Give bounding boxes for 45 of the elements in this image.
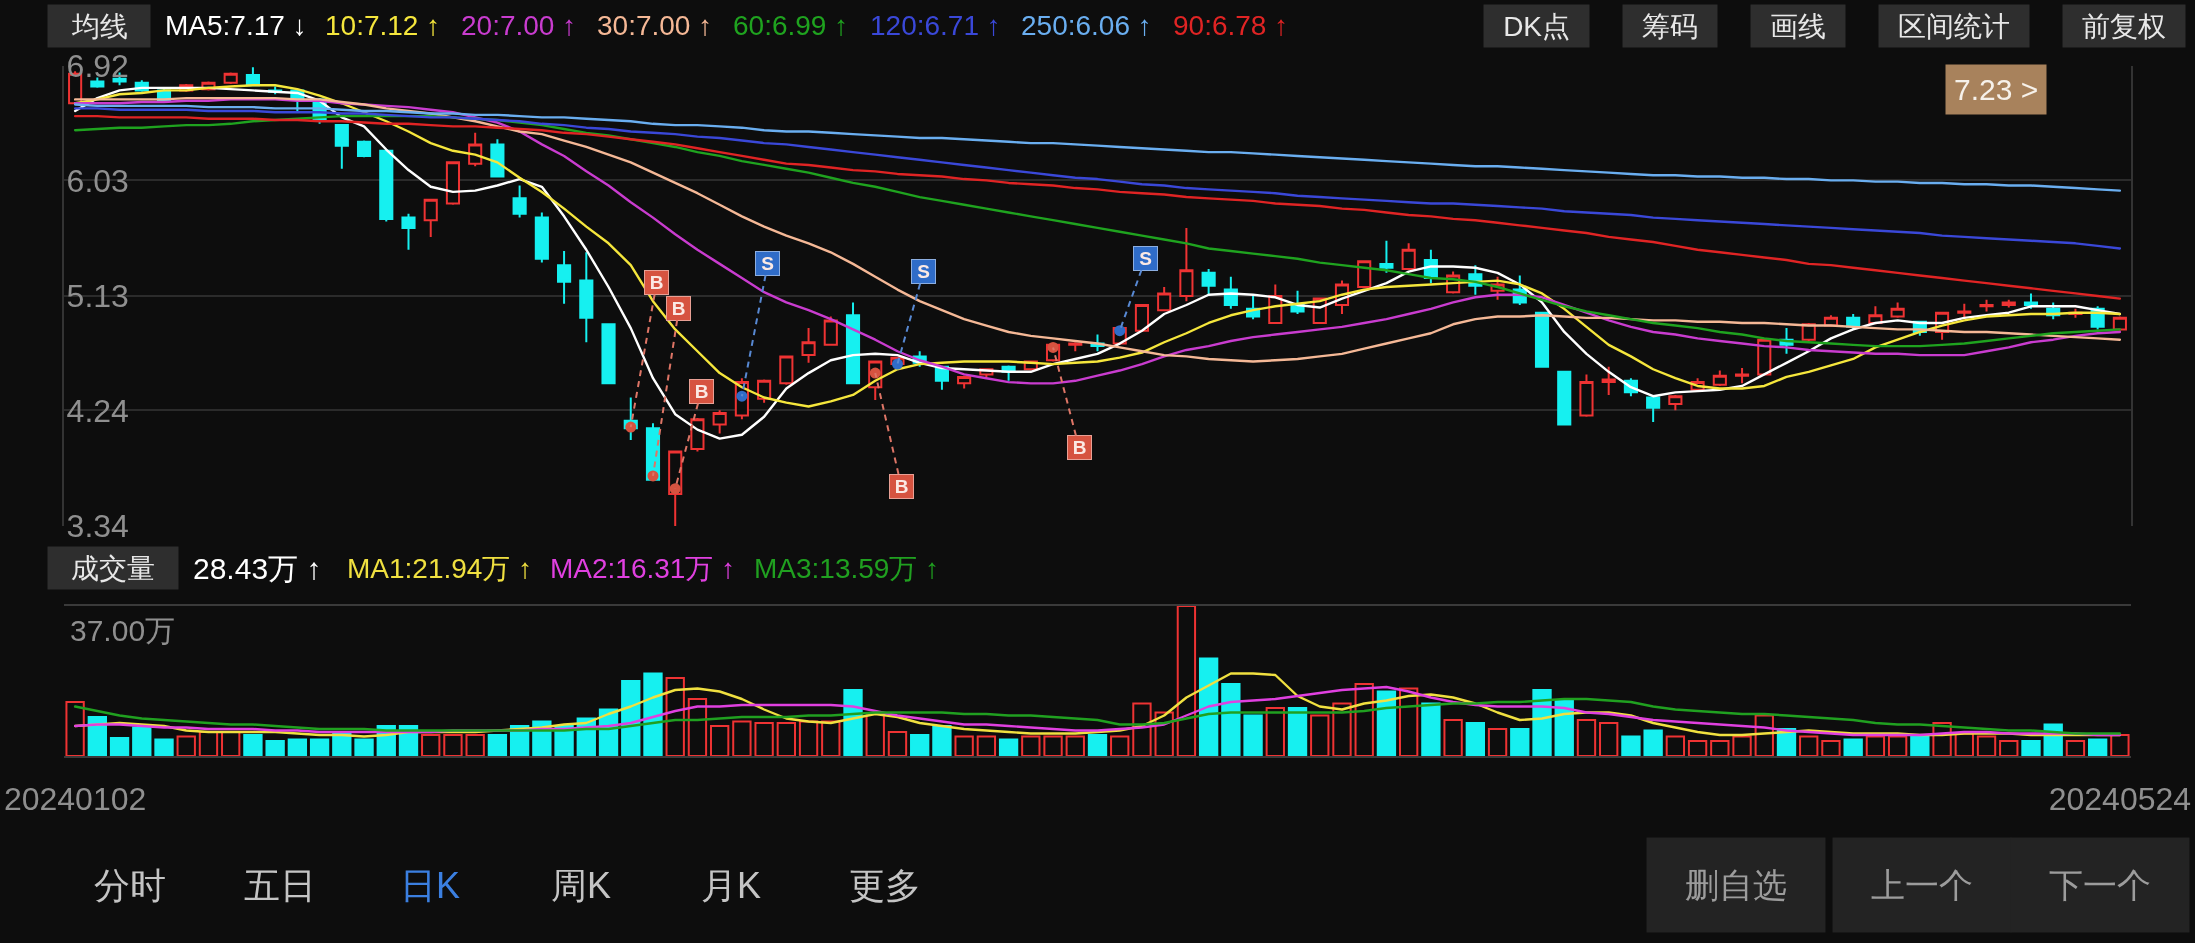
text: 28.43万 ↑ <box>193 552 322 585</box>
text: DK点 <box>1503 10 1571 42</box>
text: 筹码 <box>1642 10 1698 42</box>
text: 五日 <box>244 865 316 906</box>
text: 月K <box>701 865 762 906</box>
text: 前复权 <box>2082 10 2166 42</box>
text: 120:6.71 ↑ <box>870 10 1001 41</box>
text: 30:7.00 ↑ <box>597 10 713 41</box>
text: MA3:13.59万 ↑ <box>754 553 940 584</box>
chart-title: 均线 <box>70 10 128 42</box>
text: MA2:16.31万 ↑ <box>550 553 736 584</box>
x-tick-label: 20240524 <box>2048 781 2192 818</box>
data-label: S <box>761 253 774 274</box>
data-label: S <box>1139 248 1152 269</box>
data-label: S <box>917 261 930 282</box>
text: 日K <box>400 865 461 906</box>
data-label: B <box>671 298 686 319</box>
text: 上一个 <box>1871 866 1973 904</box>
data-label: B <box>1072 437 1087 458</box>
text: 周K <box>551 865 612 906</box>
text: 画线 <box>1770 10 1826 42</box>
data-label: B <box>894 476 909 497</box>
text: 分时 <box>94 865 166 906</box>
x-tick-label: 20240102 <box>3 781 147 818</box>
y-tick-label: 6.03 <box>66 162 129 199</box>
y-tick-label: 5.13 <box>66 278 129 315</box>
series-label: 10:7.12 ↑ <box>325 10 441 41</box>
annotation: 37.00万 <box>70 614 176 647</box>
text: MA1:21.94万 ↑ <box>347 553 533 584</box>
text: 删自选 <box>1685 866 1787 904</box>
text: 250:6.06 ↑ <box>1021 10 1152 41</box>
y-tick-label: 4.24 <box>66 392 129 429</box>
data-label: B <box>649 272 664 293</box>
data-label: B <box>694 381 709 402</box>
annotation: 7.23 > <box>1954 73 2039 106</box>
text: 区间统计 <box>1898 10 2010 42</box>
text: 下一个 <box>2049 866 2151 904</box>
y-tick-label: 3.34 <box>66 508 129 545</box>
text: 20:7.00 ↑ <box>461 10 577 41</box>
series-label: MA5:7.17 ↓ <box>165 10 307 41</box>
text: 60:6.99 ↑ <box>733 10 849 41</box>
y-tick-label: 6.92 <box>66 48 129 85</box>
text: 90:6.78 ↑ <box>1173 10 1289 41</box>
text: 更多 <box>849 865 921 906</box>
chart-title: 成交量 <box>71 552 155 584</box>
